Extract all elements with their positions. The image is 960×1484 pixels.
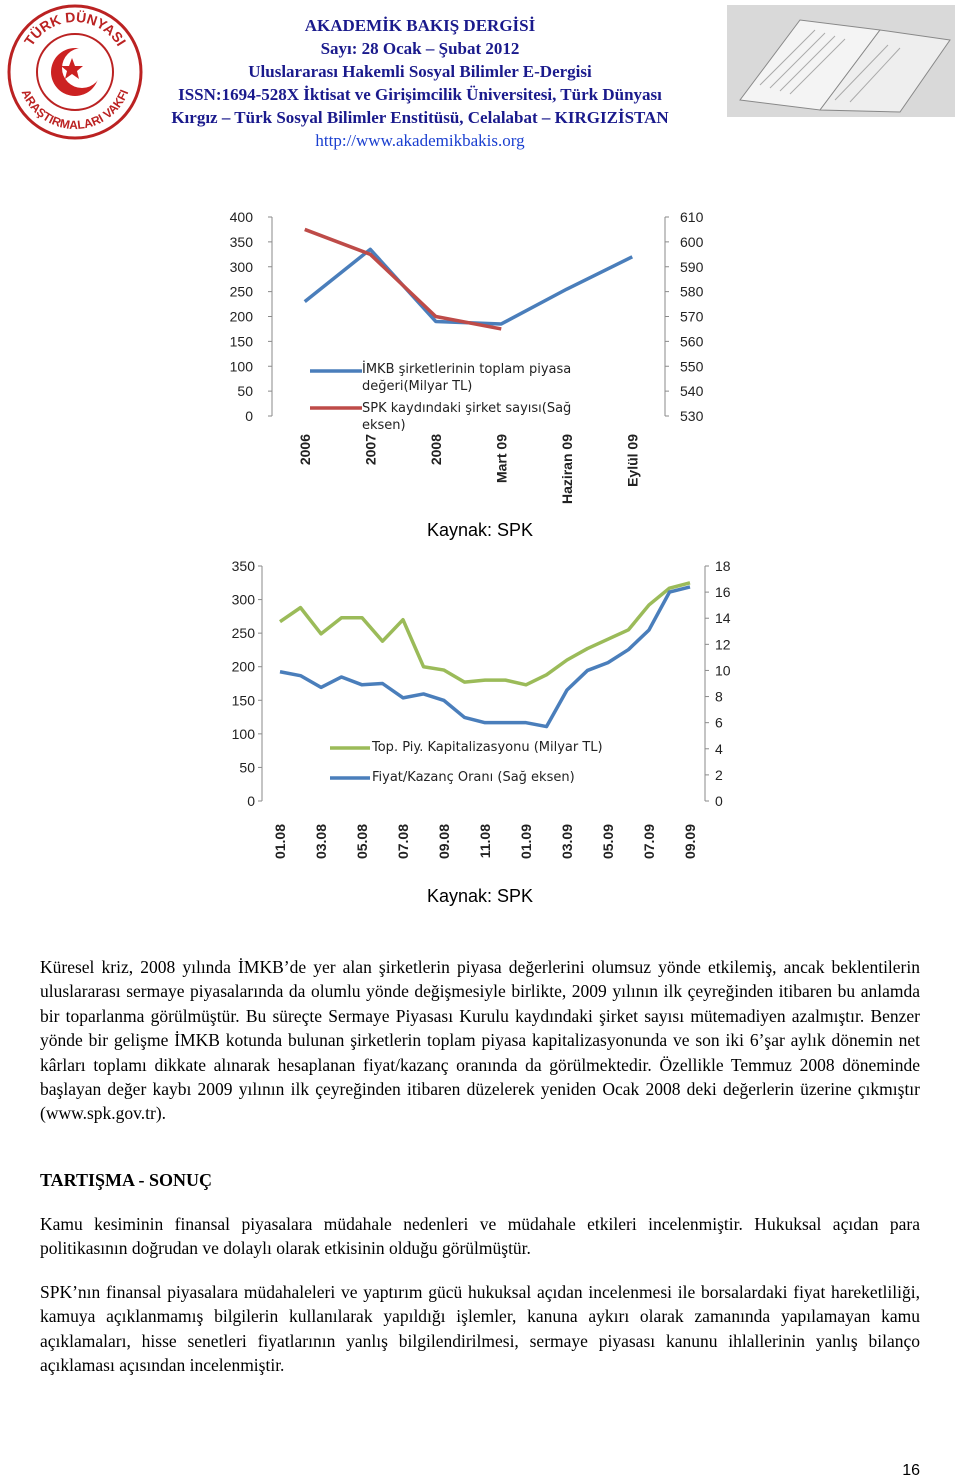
data-line [303, 247, 634, 326]
y-tick-label: 0 [245, 408, 253, 424]
legend-label: Top. Piy. Kapitalizasyonu (Milyar TL) [372, 740, 603, 755]
y-tick-label: 250 [230, 284, 254, 300]
paragraph: Küresel kriz, 2008 yılında İMKB’de yer a… [40, 957, 920, 1124]
x-tick-label: 07.09 [641, 824, 657, 859]
paragraph: Kamu kesiminin finansal piyasalara müdah… [40, 1214, 920, 1259]
book-image [727, 5, 955, 117]
y2-tick-label: 8 [715, 689, 723, 705]
x-tick-label: 01.09 [518, 824, 534, 859]
header-line: Kırgız – Türk Sosyal Bilimler Enstitüsü,… [171, 108, 669, 127]
y-tick-label: 350 [232, 558, 256, 574]
x-tick-label: 09.09 [682, 824, 698, 859]
x-tick-label: 01.08 [272, 824, 288, 859]
legend-label: SPK kaydındaki şirket sayısı(Sağ eksen) [362, 401, 572, 433]
x-tick-label: 2007 [362, 434, 378, 465]
data-line [279, 585, 691, 729]
y2-tick-label: 10 [715, 662, 731, 678]
x-tick-label: 05.09 [600, 824, 616, 859]
y2-tick-label: 4 [715, 741, 723, 757]
x-tick-label: 03.08 [313, 824, 329, 859]
x-tick-label: Eylül 09 [624, 434, 640, 487]
y-tick-label: 100 [232, 726, 256, 742]
y-tick-label: 200 [232, 659, 256, 675]
y2-tick-label: 14 [715, 610, 731, 626]
y2-tick-label: 530 [680, 408, 704, 424]
logo: TÜRK DÜNYASI ARAŞTIRMALARI VAKFI [7, 4, 143, 140]
y-tick-label: 50 [239, 759, 255, 775]
source-note: Kaynak: SPK [426, 886, 534, 906]
x-tick-label: 2008 [428, 434, 444, 465]
x-tick-label: 07.08 [395, 824, 411, 859]
y-tick-label: 250 [232, 625, 256, 641]
y2-tick-label: 550 [680, 358, 704, 374]
legend-label: İMKB şirketlerinin toplam piyasa değeri(… [362, 362, 572, 394]
header-line: ISSN:1694-528X İktisat ve Girişimcilik Ü… [178, 85, 662, 104]
y-tick-label: 350 [230, 234, 254, 250]
x-tick-label: 09.08 [436, 824, 452, 859]
section-heading: TARTIŞMA - SONUÇ [40, 1170, 213, 1190]
y-tick-label: 400 [230, 209, 254, 225]
y-tick-label: 200 [230, 309, 254, 325]
journal-header: AKADEMİK BAKIŞ DERGİSİ Sayı: 28 Ocak – Şu… [160, 14, 680, 152]
y2-tick-label: 12 [715, 636, 731, 652]
x-tick-label: Mart 09 [493, 434, 509, 483]
data-line [279, 581, 691, 687]
x-tick-label: 2006 [297, 434, 313, 465]
x-tick-label: 11.08 [477, 824, 493, 858]
y2-tick-label: 18 [715, 558, 731, 574]
y2-tick-label: 540 [680, 383, 704, 399]
y2-tick-label: 560 [680, 333, 704, 349]
header-line: Uluslararası Hakemli Sosyal Bilimler E-D… [248, 62, 592, 81]
header-line: Sayı: 28 Ocak – Şubat 2012 [320, 39, 520, 58]
header-line: http://www.akademikbakis.org [315, 131, 525, 150]
graphics: TÜRK DÜNYASI ARAŞTIRMALARI VAKFI 0501001… [7, 4, 955, 859]
x-tick-label: Haziran 09 [559, 434, 575, 504]
x-tick-label: 05.08 [354, 824, 370, 859]
y2-tick-label: 0 [715, 793, 723, 809]
y-tick-label: 50 [237, 383, 253, 399]
y2-tick-label: 570 [680, 309, 704, 325]
y-tick-label: 300 [230, 259, 254, 275]
y2-tick-label: 6 [715, 715, 723, 731]
header-line: AKADEMİK BAKIŞ DERGİSİ [304, 16, 536, 35]
y2-tick-label: 580 [680, 284, 704, 300]
y-tick-label: 150 [230, 333, 254, 349]
data-line [304, 227, 502, 331]
y-tick-label: 100 [230, 358, 254, 374]
y2-tick-label: 590 [680, 259, 704, 275]
legend-label: Fiyat/Kazanç Oranı (Sağ eksen) [372, 770, 575, 785]
y2-tick-label: 16 [715, 584, 731, 600]
y2-tick-label: 610 [680, 209, 704, 225]
y-tick-label: 300 [232, 592, 256, 608]
paragraph: SPK’nın finansal piyasalara müdahaleleri… [40, 1282, 920, 1376]
y2-tick-label: 2 [715, 767, 723, 783]
y-tick-label: 0 [247, 793, 255, 809]
x-tick-label: 03.09 [559, 824, 575, 859]
page-number: 16 [902, 1462, 920, 1479]
y-tick-label: 150 [232, 692, 256, 708]
source-note: Kaynak: SPK [426, 520, 534, 540]
y2-tick-label: 600 [680, 234, 704, 250]
